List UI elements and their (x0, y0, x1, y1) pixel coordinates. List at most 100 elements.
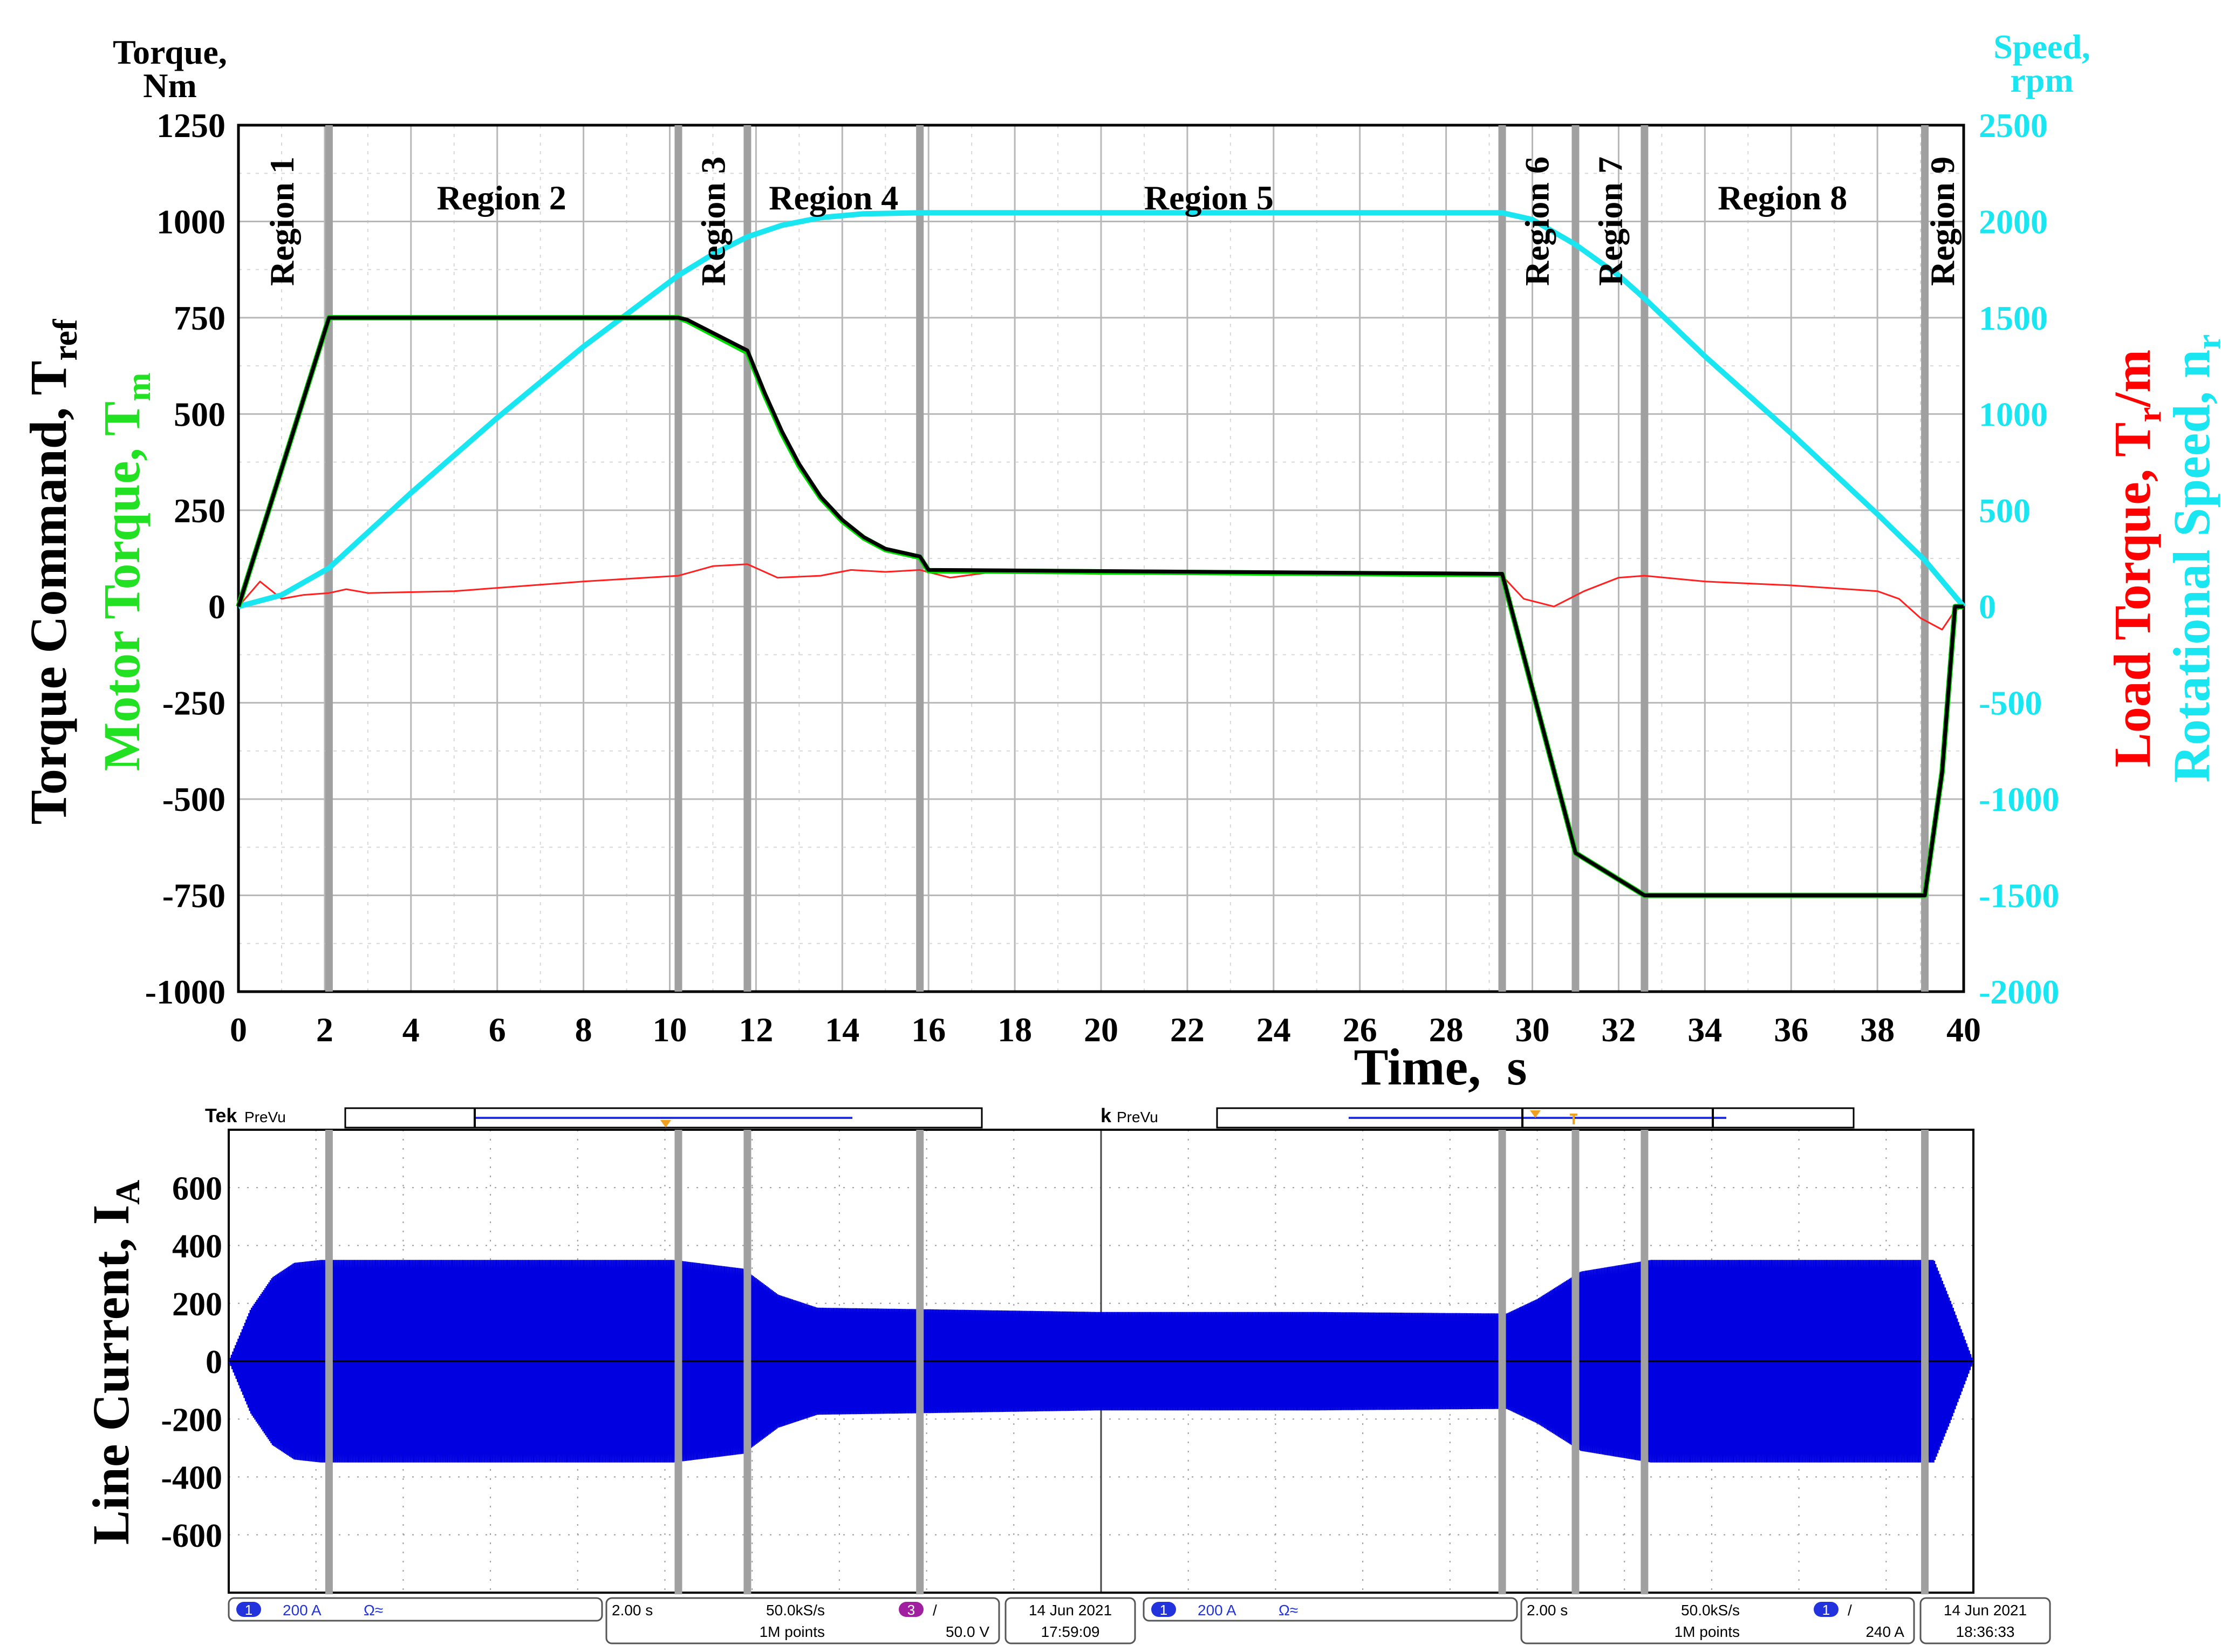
y-right-tick-label: 1500 (1979, 299, 2048, 337)
bottom-y-tick-label: 200 (172, 1286, 222, 1323)
scope-datetime-box (1004, 1597, 1136, 1644)
y-left-label-motor-torque: Motor Torque, Tm (93, 373, 158, 772)
scope-channel-box (1143, 1597, 1518, 1622)
line-current-chart: Tek PreVu k PreVu 600 400 200 0 -200 -400 -600… (82, 1104, 2051, 1644)
scope-trigger-level: 50.0 V (946, 1623, 989, 1640)
scope-timebase: 2.00 s (1527, 1602, 1568, 1619)
y-right-unit-line1: Speed, (1993, 28, 2090, 66)
region-label: Region 6 (1518, 156, 1556, 286)
scope-record-length: 1M points (760, 1623, 825, 1640)
scope-timebase: 2.00 s (612, 1602, 653, 1619)
y-right-tick-label: 1000 (1979, 395, 2048, 433)
x-tick-label: 8 (575, 1011, 592, 1049)
scope-channel-badge (1151, 1602, 1176, 1617)
scope-trigger-slope: / (1848, 1602, 1852, 1619)
y-left-unit-line1: Torque, (113, 33, 227, 71)
region-label: Region 3 (694, 156, 732, 286)
x-tick-label: 26 (1343, 1011, 1377, 1049)
y-right-tick-label: -500 (1979, 684, 2042, 722)
scope-record-length: 1M points (1675, 1623, 1740, 1640)
scope-channel-scale: 200 A (283, 1602, 322, 1619)
scope-channel-box (228, 1597, 603, 1622)
x-tick-label: 16 (911, 1011, 946, 1049)
x-tick-label: 18 (997, 1011, 1032, 1049)
scope-channel-coupling: Ω≈ (364, 1602, 383, 1619)
y-left-tick-label: -500 (162, 780, 225, 818)
y-left-label-torque-command-sub: ref (46, 319, 84, 361)
x-tick-label: 34 (1687, 1011, 1722, 1049)
y-right-tick-labels: 2500 2000 1500 1000 500 0 -500 -1000 -1500 -2000 (1979, 106, 2059, 1011)
top-plot-frame (237, 124, 1965, 993)
y-right-tick-label: 500 (1979, 491, 2031, 530)
top-grid (237, 124, 1965, 993)
x-tick-label: 28 (1429, 1011, 1464, 1049)
bottom-y-tick-label: 400 (172, 1228, 222, 1265)
x-tick-label: 6 (489, 1011, 506, 1049)
torque-command-line (236, 316, 1964, 898)
region-label: Region 9 (1923, 156, 1962, 286)
bottom-y-tick-label: -200 (161, 1402, 222, 1438)
scope-channel-number: 1 (1160, 1602, 1167, 1618)
scope-datetime-box (1919, 1597, 2051, 1644)
y-left-tick-label: -250 (162, 684, 225, 722)
line-current-trace (228, 1260, 1974, 1463)
y-right-label-load-torque-sub: r (2130, 407, 2168, 422)
x-tick-label: 30 (1515, 1011, 1550, 1049)
scope-trigger-slope: / (933, 1602, 937, 1619)
scope-trigger-badge (899, 1602, 924, 1617)
x-tick-labels: 0 2 4 6 8 10 12 14 16 18 20 22 24 26 28 30 32 34 36 38 40 (230, 1011, 1981, 1049)
region-labels: Region 1 Region 2 Region 3 Region 4 Region 5… (263, 156, 1962, 286)
speed-line (237, 210, 1966, 610)
region-label: Region 4 (769, 179, 898, 217)
scope-channel-scale: 200 A (1198, 1602, 1236, 1619)
y-right-label-load-torque: Load Torque, Tr/m (2103, 350, 2168, 768)
bottom-y-tick-label: 600 (172, 1170, 222, 1207)
y-left-tick-label: 250 (174, 491, 225, 530)
y-left-tick-label: 1250 (156, 106, 225, 145)
y-right-tick-label: 2500 (1979, 106, 2048, 145)
scope-time: 18:36:33 (1956, 1623, 2015, 1640)
region-boundaries (325, 125, 1929, 992)
x-tick-label: 10 (653, 1011, 687, 1049)
y-left-tick-labels: 1250 1000 750 500 250 0 -250 -500 -750 -1000 (145, 106, 225, 1011)
torque-speed-chart: Region 1 Region 2 Region 3 Region 4 Region 5… (19, 28, 2221, 1096)
scope-right-trigger-t-marker (1570, 1114, 1577, 1124)
x-tick-label: 22 (1170, 1011, 1205, 1049)
bottom-y-label-text: Line Current, I (82, 1205, 140, 1545)
y-right-tick-label: -1500 (1979, 877, 2059, 915)
scope-trigger-channel: 1 (1822, 1602, 1830, 1618)
x-axis-label: Time, s (1354, 1038, 1527, 1096)
bottom-region-boundaries (325, 1130, 1929, 1594)
scope-right-brand: k (1101, 1104, 1112, 1127)
scope-trigger-badge (1814, 1602, 1839, 1617)
scope-time: 17:59:09 (1041, 1623, 1100, 1640)
y-left-tick-label: 0 (208, 588, 225, 626)
y-left-tick-label: -1000 (145, 973, 225, 1011)
x-tick-label: 32 (1601, 1011, 1636, 1049)
y-left-tick-label: -750 (162, 877, 225, 915)
region-label: Region 8 (1718, 179, 1847, 217)
scope-channel-badge (236, 1602, 261, 1617)
region-label: Region 1 (263, 156, 301, 286)
y-left-label-motor-torque-text: Motor Torque, T (93, 401, 151, 772)
x-tick-label: 36 (1774, 1011, 1808, 1049)
region-label: Region 5 (1144, 179, 1274, 217)
x-tick-label: 12 (739, 1011, 773, 1049)
y-left-label-torque-command: Torque Command, Tref (19, 319, 84, 824)
x-tick-label: 20 (1084, 1011, 1118, 1049)
scope-sample-rate: 50.0kS/s (1681, 1602, 1740, 1619)
x-tick-label: 38 (1860, 1011, 1895, 1049)
x-tick-label: 2 (316, 1011, 333, 1049)
bottom-y-tick-label: 0 (206, 1344, 222, 1381)
x-tick-label: 40 (1946, 1011, 1981, 1049)
scope-left-trigger-marker (660, 1120, 671, 1128)
region-label: Region 7 (1591, 156, 1629, 286)
y-left-tick-label: 750 (174, 299, 225, 337)
y-right-label-load-torque-text: Load Torque, T (2103, 422, 2161, 767)
scope-sample-rate: 50.0kS/s (766, 1602, 825, 1619)
x-tick-label: 4 (402, 1011, 420, 1049)
x-tick-label: 0 (230, 1011, 247, 1049)
bottom-y-label-sub: A (108, 1180, 147, 1205)
scope-trigger-level: 240 A (1865, 1623, 1904, 1640)
